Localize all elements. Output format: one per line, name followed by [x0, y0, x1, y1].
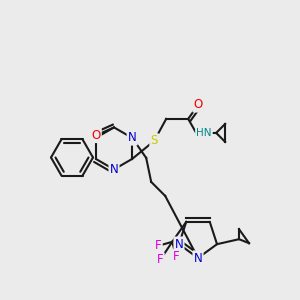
- Text: O: O: [92, 129, 100, 142]
- Text: N: N: [128, 131, 136, 144]
- Text: F: F: [155, 239, 162, 252]
- Text: S: S: [151, 134, 158, 147]
- Text: F: F: [173, 250, 180, 263]
- Text: N: N: [110, 163, 118, 176]
- Text: O: O: [194, 98, 203, 111]
- Text: N: N: [175, 238, 183, 251]
- Text: N: N: [194, 251, 202, 265]
- Text: F: F: [157, 253, 164, 266]
- Text: HN: HN: [196, 128, 212, 138]
